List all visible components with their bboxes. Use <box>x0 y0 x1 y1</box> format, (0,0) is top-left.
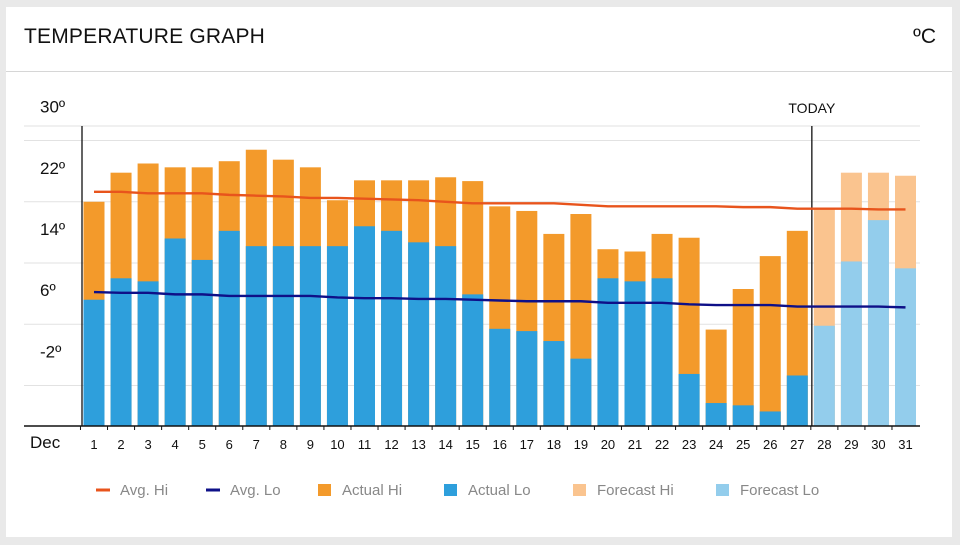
x-tick-label: 6 <box>226 437 233 452</box>
x-tick-label: 22 <box>655 437 669 452</box>
bar-actual-lo <box>83 299 105 426</box>
bar-actual-lo <box>651 278 673 426</box>
bar-actual-lo <box>191 259 213 426</box>
bar-actual-lo <box>597 278 619 426</box>
bar-actual-hi <box>732 289 754 426</box>
x-tick-label: 13 <box>411 437 425 452</box>
bar-actual-lo <box>570 358 592 426</box>
y-tick-label: 6º <box>40 281 56 300</box>
bar-forecast-lo <box>895 268 916 426</box>
bar-actual-lo <box>678 373 700 426</box>
x-tick-label: 17 <box>520 437 534 452</box>
x-tick-label: 24 <box>709 437 723 452</box>
x-axis-prefix: Dec <box>30 433 61 452</box>
x-tick-label: 12 <box>384 437 398 452</box>
bar-forecast-lo <box>867 220 889 426</box>
bar-actual-lo <box>435 246 457 426</box>
bar-actual-lo <box>381 230 403 426</box>
bar-actual-hi <box>759 256 781 426</box>
unit-label[interactable]: ºC <box>913 25 936 48</box>
legend-swatch <box>318 484 331 496</box>
y-tick-label: 14º <box>40 220 65 239</box>
x-tick-label: 30 <box>871 437 885 452</box>
bar-actual-lo <box>705 403 727 426</box>
x-tick-label: 7 <box>253 437 260 452</box>
graph-title: TEMPERATURE GRAPH <box>24 25 266 48</box>
bar-actual-lo <box>110 278 132 426</box>
bar-actual-lo <box>326 246 348 426</box>
x-tick-label: 10 <box>330 437 344 452</box>
card-header: TEMPERATURE GRAPH ºC <box>6 7 952 72</box>
bar-actual-lo <box>164 238 186 426</box>
legend-label: Actual Hi <box>342 482 402 499</box>
x-tick-label: 20 <box>601 437 615 452</box>
bar-actual-lo <box>759 411 781 426</box>
bar-actual-lo <box>245 246 267 426</box>
x-tick-label: 29 <box>844 437 858 452</box>
legend-label: Forecast Lo <box>740 482 819 499</box>
y-tick-label: 30º <box>40 98 65 117</box>
bar-actual-lo <box>732 405 754 426</box>
avg-hi-line <box>94 190 906 211</box>
x-tick-label: 14 <box>438 437 452 452</box>
x-tick-label: 8 <box>280 437 287 452</box>
x-tick-label: 16 <box>493 437 507 452</box>
x-tick-label: 27 <box>790 437 804 452</box>
x-tick-label: 18 <box>547 437 561 452</box>
x-tick-label: 28 <box>817 437 831 452</box>
x-tick-label: 1 <box>90 437 97 452</box>
bar-actual-lo <box>786 375 808 426</box>
bar-actual-lo <box>299 246 321 426</box>
legend-swatch <box>716 484 729 496</box>
bar-forecast-lo <box>840 261 862 426</box>
bar-actual-lo <box>137 281 159 426</box>
x-tick-label: 15 <box>465 437 479 452</box>
bar-actual-lo <box>218 230 240 426</box>
bar-actual-lo <box>624 281 646 426</box>
legend-label: Avg. Hi <box>120 482 168 499</box>
today-label: TODAY <box>788 100 836 116</box>
x-tick-label: 21 <box>628 437 642 452</box>
bar-actual-lo <box>272 246 294 426</box>
x-tick-label: 9 <box>307 437 314 452</box>
legend-swatch <box>444 484 457 496</box>
bar-actual-lo <box>408 242 430 426</box>
bar-actual-lo <box>543 341 565 426</box>
x-tick-label: 25 <box>736 437 750 452</box>
x-tick-label: 3 <box>144 437 151 452</box>
bar-actual-lo <box>354 226 375 426</box>
x-tick-label: 2 <box>117 437 124 452</box>
y-tick-label: 22º <box>40 159 65 178</box>
x-tick-label: 11 <box>358 437 372 452</box>
x-tick-label: 5 <box>199 437 206 452</box>
legend-swatch <box>573 484 586 496</box>
x-tick-label: 26 <box>763 437 777 452</box>
bar-actual-hi <box>705 329 727 426</box>
bar-actual-lo <box>489 328 511 426</box>
bar-actual-lo <box>516 331 538 426</box>
x-tick-label: 19 <box>574 437 588 452</box>
legend-label: Forecast Hi <box>597 482 674 499</box>
x-tick-label: 23 <box>682 437 696 452</box>
x-tick-label: 4 <box>172 437 179 452</box>
avg-lo-line <box>93 290 906 309</box>
legend-label: Avg. Lo <box>230 482 281 499</box>
legend-label: Actual Lo <box>468 482 531 499</box>
y-tick-label: -2º <box>40 342 61 361</box>
bar-actual-lo <box>462 294 484 426</box>
bar-forecast-lo <box>813 325 835 426</box>
x-tick-label: 31 <box>898 437 912 452</box>
